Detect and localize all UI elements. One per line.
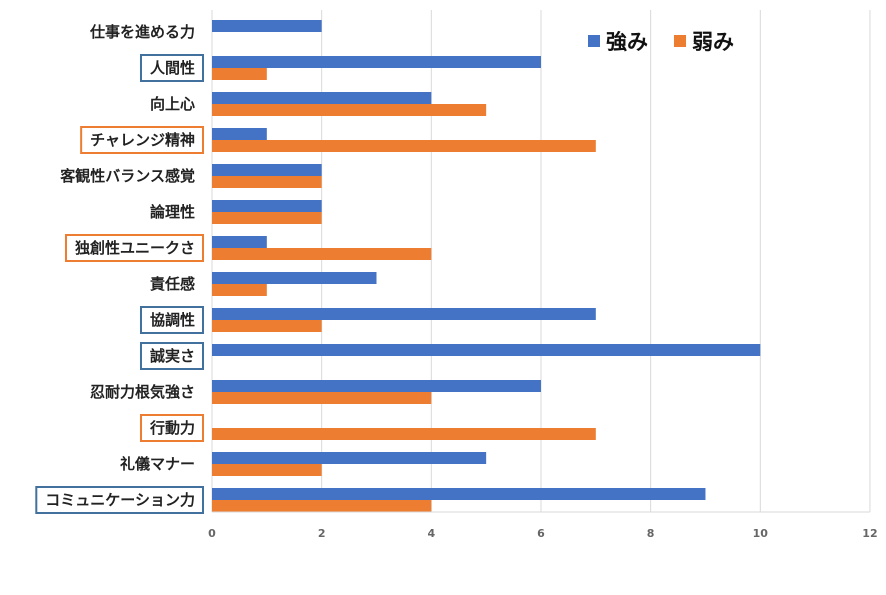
x-tick-label: 12 <box>862 527 877 540</box>
bar-strength <box>212 20 322 32</box>
bar-weakness <box>212 68 267 80</box>
bar-strength <box>212 380 541 392</box>
category-label: 行動力 <box>149 419 195 437</box>
bar-strength <box>212 164 322 176</box>
bar-weakness <box>212 248 432 260</box>
x-tick-label: 8 <box>647 527 655 540</box>
bar-weakness <box>212 428 596 440</box>
highlight-box <box>139 342 204 370</box>
category-label: 誠実さ <box>150 347 195 365</box>
bar-strength <box>212 200 322 212</box>
bar-weakness <box>212 176 322 188</box>
category-label: チャレンジ精神 <box>90 131 195 149</box>
bar-strength <box>212 236 267 248</box>
highlight-box <box>139 54 204 82</box>
bar-weakness <box>212 500 432 512</box>
bar-strength <box>212 56 541 68</box>
bar-strength <box>212 308 596 320</box>
x-tick-label: 10 <box>753 527 769 540</box>
bar-strength <box>212 128 267 140</box>
category-label: 客観性バランス感覚 <box>59 167 195 185</box>
bar-weakness <box>212 392 432 404</box>
category-label: 向上心 <box>150 95 195 113</box>
legend-swatch <box>588 35 600 47</box>
category-label: 責任感 <box>150 275 195 293</box>
bar-weakness <box>212 284 267 296</box>
category-label: 礼儀マナー <box>120 455 195 473</box>
highlight-box <box>139 414 204 442</box>
bar-strength <box>212 92 432 104</box>
x-tick-label: 2 <box>318 527 326 540</box>
x-tick-label: 0 <box>208 527 216 540</box>
category-label: 協調性 <box>150 311 195 329</box>
bar-weakness <box>212 464 322 476</box>
highlight-box <box>64 234 204 262</box>
legend-swatch <box>674 35 686 47</box>
bar-weakness <box>212 104 487 116</box>
legend-label: 弱み <box>692 30 734 54</box>
bar-strength <box>212 488 706 500</box>
highlight-box <box>139 306 204 334</box>
highlight-box <box>80 126 204 154</box>
category-label: 独創性ユニークさ <box>75 239 195 257</box>
legend-label: 強み <box>606 30 648 54</box>
category-label: 論理性 <box>150 203 195 221</box>
category-label: 仕事を進める力 <box>89 23 195 41</box>
bar-weakness <box>212 140 596 152</box>
x-tick-label: 4 <box>427 527 435 540</box>
highlight-box <box>35 486 204 514</box>
category-label: コミュニケーション力 <box>45 491 195 509</box>
bar-strength <box>212 272 377 284</box>
bar-weakness <box>212 212 322 224</box>
bar-strength <box>212 452 487 464</box>
x-tick-label: 6 <box>537 527 545 540</box>
bar-strength <box>212 344 761 356</box>
category-label: 人間性 <box>150 59 195 77</box>
bar-weakness <box>212 320 322 332</box>
category-label: 忍耐力根気強さ <box>90 383 195 401</box>
